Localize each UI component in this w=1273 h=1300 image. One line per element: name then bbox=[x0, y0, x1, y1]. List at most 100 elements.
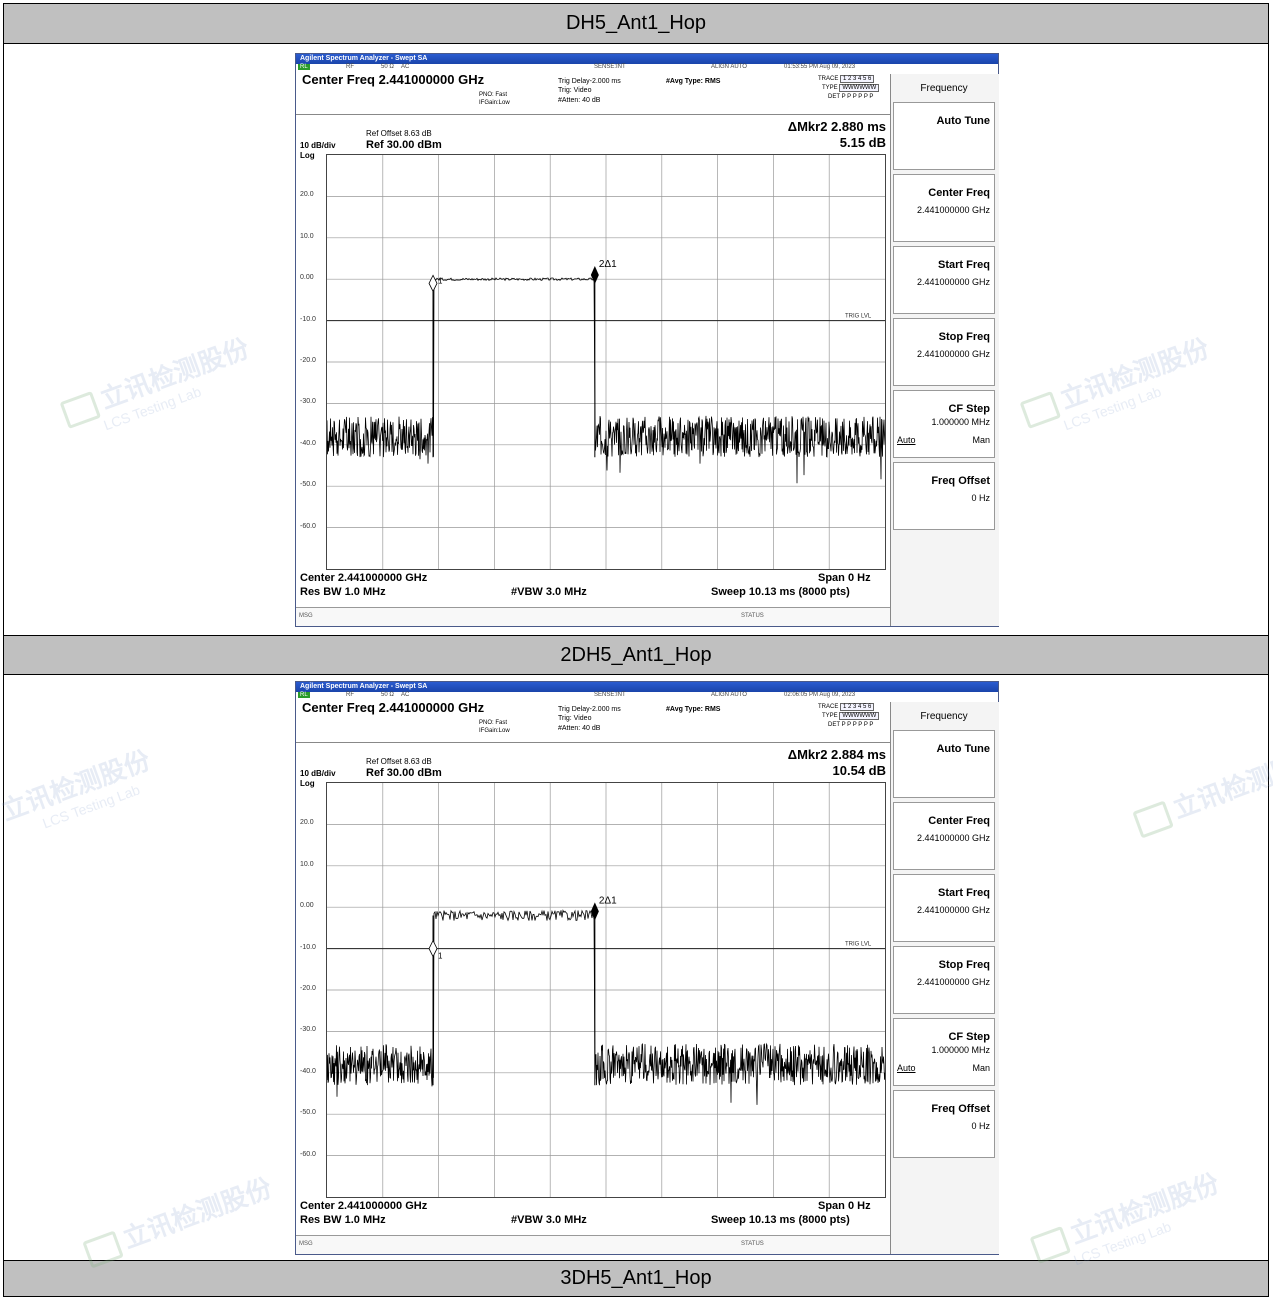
trig-label: Trig: Video bbox=[558, 87, 592, 94]
det-vals: P P P P P P bbox=[841, 722, 874, 728]
y-tick-label: -20.0 bbox=[300, 357, 316, 364]
type-vals: WWWWWW bbox=[839, 84, 880, 92]
softkey-value: 2.441000000 GHz bbox=[916, 277, 990, 287]
ifgain-label: IFGain:Low bbox=[479, 728, 510, 734]
status-label: STATUS bbox=[741, 1241, 764, 1247]
trace-line bbox=[327, 909, 885, 1105]
trig-level-label: TRIG LVL bbox=[845, 314, 872, 320]
softkey-label: Center Freq bbox=[928, 187, 990, 199]
softkey-auto-tune[interactable]: Auto Tune bbox=[893, 730, 995, 798]
softkey-label: Start Freq bbox=[938, 887, 990, 899]
datetime-label: 01:53:55 PM Aug 09, 2023 bbox=[784, 64, 856, 70]
marker-2-label: 2Δ1 bbox=[599, 259, 617, 270]
softkey-center-freq[interactable]: Center Freq 2.441000000 GHz bbox=[893, 174, 995, 242]
span: Span 0 Hz bbox=[818, 572, 871, 584]
softkey-label: Center Freq bbox=[928, 815, 990, 827]
span: Span 0 Hz bbox=[818, 1200, 871, 1212]
softkey-cf-step[interactable]: CF Step 1.000000 MHz Auto Man bbox=[893, 1018, 995, 1086]
softkey-cf-step[interactable]: CF Step 1.000000 MHz Auto Man bbox=[893, 390, 995, 458]
marker-1-label: 1 bbox=[438, 952, 443, 961]
softkey-menu-title[interactable]: Frequency bbox=[920, 83, 968, 94]
det-label: DET bbox=[828, 94, 840, 100]
softkey-label: CF Step bbox=[948, 1031, 990, 1043]
softkey-value: 0 Hz bbox=[971, 493, 990, 503]
softkey-label: Start Freq bbox=[938, 259, 990, 271]
softkey-value: 2.441000000 GHz bbox=[916, 833, 990, 843]
rf-label: RF bbox=[346, 64, 354, 70]
spectrum-analyzer-window-1: Agilent Spectrum Analyzer - Swept SA RL … bbox=[295, 53, 999, 627]
ac-label: AC bbox=[401, 64, 410, 70]
vbw: #VBW 3.0 MHz bbox=[511, 1214, 587, 1226]
softkey-start-freq[interactable]: Start Freq 2.441000000 GHz bbox=[893, 246, 995, 314]
trig-delay-label: Trig Delay-2.000 ms bbox=[558, 706, 621, 713]
y-tick-label: -10.0 bbox=[300, 315, 316, 323]
sense-label: SENSE:INT bbox=[594, 64, 626, 70]
type-row: TYPE WWWWWW bbox=[822, 84, 880, 92]
window-title: Agilent Spectrum Analyzer - Swept SA bbox=[296, 54, 998, 64]
trace-svg: TRIG LVL 1 2Δ1 bbox=[327, 783, 885, 1197]
trace-row: TRACE 1 2 3 4 5 6 bbox=[818, 75, 875, 83]
rl-badge: RL bbox=[298, 692, 310, 698]
type-label: TYPE bbox=[822, 713, 838, 719]
datetime-label: 02:06:05 PM Aug 09, 2023 bbox=[784, 692, 856, 698]
softkey-value: 2.441000000 GHz bbox=[916, 977, 990, 987]
softkey-label: Freq Offset bbox=[931, 475, 990, 487]
softkey-freq-offset[interactable]: Freq Offset 0 Hz bbox=[893, 462, 995, 530]
y-tick-label: 20.0 bbox=[300, 191, 314, 199]
softkey-auto-option: Auto bbox=[897, 435, 916, 445]
softkey-freq-offset[interactable]: Freq Offset 0 Hz bbox=[893, 1090, 995, 1158]
softkey-value: 2.441000000 GHz bbox=[916, 349, 990, 359]
softkey-value: 1.000000 MHz bbox=[931, 417, 990, 427]
y-tick-label: -40.0 bbox=[300, 1067, 316, 1075]
db-per-div: 10 dB/div bbox=[300, 141, 336, 150]
trace-nums: 1 2 3 4 5 6 bbox=[840, 703, 875, 711]
ref-offset: Ref Offset 8.63 dB bbox=[366, 757, 432, 766]
ac-label: AC bbox=[401, 692, 410, 698]
center-freq-bottom: Center 2.441000000 GHz bbox=[300, 572, 428, 584]
softkey-start-freq[interactable]: Start Freq 2.441000000 GHz bbox=[893, 874, 995, 942]
sweep: Sweep 10.13 ms (8000 pts) bbox=[711, 1214, 850, 1226]
marker-readout-time: ΔMkr2 2.884 ms bbox=[787, 747, 886, 762]
section-header-3: 3DH5_Ant1_Hop bbox=[4, 1260, 1268, 1296]
softkey-menu-title[interactable]: Frequency bbox=[920, 711, 968, 722]
y-tick-label: 10.0 bbox=[300, 860, 314, 868]
softkey-stop-freq[interactable]: Stop Freq 2.441000000 GHz bbox=[893, 318, 995, 386]
softkey-man-option: Man bbox=[972, 1063, 990, 1073]
softkey-auto-option: Auto bbox=[897, 1063, 916, 1073]
msg-label: MSG bbox=[299, 613, 313, 619]
marker-2-label: 2Δ1 bbox=[599, 895, 617, 906]
det-row: DET P P P P P P bbox=[828, 722, 873, 728]
marker-1-diamond bbox=[428, 274, 438, 293]
status-row: RL RF 50 Ω AC SENSE:INT ALIGN AUTO 02:06… bbox=[296, 692, 998, 700]
softkey-center-freq[interactable]: Center Freq 2.441000000 GHz bbox=[893, 802, 995, 870]
log-label: Log bbox=[300, 151, 315, 160]
y-tick-label: -60.0 bbox=[300, 522, 316, 530]
sense-label: SENSE:INT bbox=[594, 692, 626, 698]
vbw: #VBW 3.0 MHz bbox=[511, 586, 587, 598]
det-row: DET P P P P P P bbox=[828, 94, 873, 100]
det-vals: P P P P P P bbox=[841, 94, 874, 100]
softkey-value: 1.000000 MHz bbox=[931, 1045, 990, 1055]
softkey-label: Auto Tune bbox=[936, 115, 990, 127]
softkey-stop-freq[interactable]: Stop Freq 2.441000000 GHz bbox=[893, 946, 995, 1014]
ref-level: Ref 30.00 dBm bbox=[366, 139, 442, 151]
softkey-label: Auto Tune bbox=[936, 743, 990, 755]
softkey-value: 2.441000000 GHz bbox=[916, 205, 990, 215]
trace-label: TRACE bbox=[818, 704, 839, 710]
softkey-auto-tune[interactable]: Auto Tune bbox=[893, 102, 995, 170]
y-tick-label: -50.0 bbox=[300, 481, 316, 489]
y-tick-label: 0.00 bbox=[300, 902, 314, 910]
center-freq-title: Center Freq 2.441000000 GHz bbox=[302, 700, 485, 715]
trace-plot: TRIG LVL 1 2Δ1 bbox=[326, 782, 886, 1198]
marker-1-diamond bbox=[428, 939, 438, 958]
pno-label: PNO: Fast bbox=[479, 720, 508, 726]
softkey-man-option: Man bbox=[972, 435, 990, 445]
measurement-area: Ref Offset 8.63 dB 10 dB/div Ref 30.00 d… bbox=[296, 742, 890, 1199]
marker-readout-level: 5.15 dB bbox=[839, 135, 886, 150]
report-table: DH5_Ant1_Hop Agilent Spectrum Analyzer -… bbox=[3, 3, 1269, 1297]
y-tick-label: -50.0 bbox=[300, 1109, 316, 1117]
rl-badge: RL bbox=[298, 64, 310, 70]
atten-label: #Atten: 40 dB bbox=[558, 97, 601, 104]
pno-label: PNO: Fast bbox=[479, 92, 508, 98]
trig-level-label: TRIG LVL bbox=[845, 942, 872, 948]
